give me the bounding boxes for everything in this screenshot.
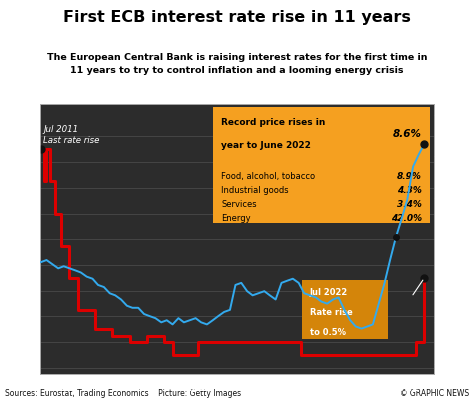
Text: to 0.5%: to 0.5%	[310, 328, 346, 337]
Text: Food, alcohol, tobacco: Food, alcohol, tobacco	[221, 172, 315, 181]
Text: The European Central Bank is raising interest rates for the first time in
11 yea: The European Central Bank is raising int…	[47, 53, 427, 74]
Text: Industrial goods: Industrial goods	[221, 186, 289, 195]
Text: 4.3%: 4.3%	[397, 186, 422, 195]
Text: Interest rates: Interest rates	[7, 92, 82, 101]
Text: Inflation: Inflation	[420, 92, 467, 101]
Text: Record price rises in: Record price rises in	[221, 118, 326, 127]
Text: First ECB interest rate rise in 11 years: First ECB interest rate rise in 11 years	[63, 10, 411, 25]
Text: Sources: Eurostat, Trading Economics    Picture: Getty Images: Sources: Eurostat, Trading Economics Pic…	[5, 389, 241, 398]
Text: Energy: Energy	[221, 214, 251, 223]
FancyBboxPatch shape	[302, 280, 389, 339]
FancyBboxPatch shape	[213, 107, 430, 223]
Text: year to June 2022: year to June 2022	[221, 141, 311, 150]
Text: Rate rise: Rate rise	[310, 308, 353, 317]
Text: 3.4%: 3.4%	[397, 200, 422, 209]
Text: 8.9%: 8.9%	[397, 172, 422, 181]
Text: Jul 2022: Jul 2022	[310, 288, 348, 297]
Text: 42.0%: 42.0%	[391, 214, 422, 223]
Text: Last rate rise: Last rate rise	[43, 137, 100, 146]
Text: Services: Services	[221, 200, 257, 209]
Text: 8.6%: 8.6%	[393, 128, 422, 139]
Text: Jul 2011: Jul 2011	[43, 125, 78, 134]
Text: © GRAPHIC NEWS: © GRAPHIC NEWS	[400, 389, 469, 398]
